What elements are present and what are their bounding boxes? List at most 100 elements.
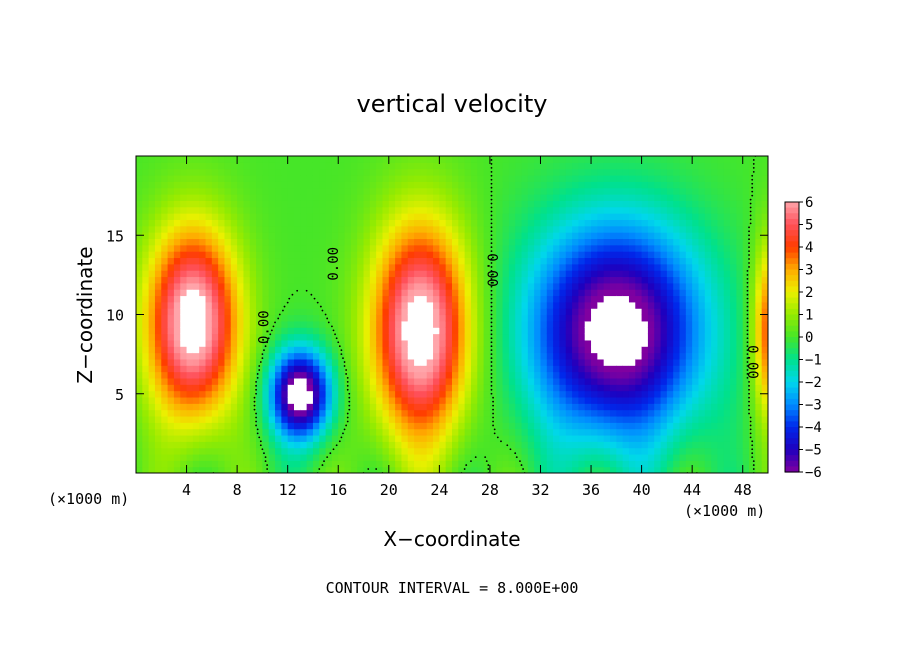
field-cell xyxy=(742,162,750,170)
field-cell xyxy=(376,460,384,468)
field-cell xyxy=(755,270,763,278)
field-cell xyxy=(331,295,339,303)
field-cell xyxy=(205,320,213,328)
field-cell xyxy=(275,263,282,271)
field-cell xyxy=(736,441,744,449)
field-cell xyxy=(433,453,440,461)
field-cell xyxy=(376,219,384,227)
field-cell xyxy=(477,162,485,170)
field-cell xyxy=(275,200,282,208)
field-cell xyxy=(173,327,181,335)
field-cell xyxy=(369,422,377,430)
field-cell xyxy=(268,434,276,442)
field-cell xyxy=(199,213,207,220)
field-cell xyxy=(142,244,150,252)
field-cell xyxy=(654,447,662,455)
field-cell xyxy=(540,460,548,468)
field-cell xyxy=(243,415,251,423)
field-cell xyxy=(704,263,712,271)
field-cell xyxy=(395,206,403,214)
field-cell xyxy=(249,384,257,392)
field-cell xyxy=(666,333,674,341)
field-cell xyxy=(281,194,289,201)
field-cell xyxy=(692,371,700,379)
field-cell xyxy=(211,225,219,233)
field-cell xyxy=(256,371,263,379)
field-cell xyxy=(205,460,213,468)
field-cell xyxy=(628,301,636,309)
field-cell xyxy=(445,447,453,455)
field-cell xyxy=(344,168,352,176)
field-cell xyxy=(388,168,396,176)
field-cell xyxy=(515,396,523,404)
field-cell xyxy=(616,257,624,265)
field-cell xyxy=(483,358,491,366)
field-cell xyxy=(376,352,384,360)
field-cell xyxy=(610,409,617,417)
field-cell xyxy=(142,181,150,189)
field-cell xyxy=(698,434,706,442)
field-cell xyxy=(376,327,384,335)
field-cell xyxy=(673,371,681,379)
field-cell xyxy=(742,181,750,189)
field-cell xyxy=(338,441,346,449)
field-cell xyxy=(616,441,624,449)
field-cell xyxy=(685,365,693,373)
field-cell xyxy=(211,434,219,442)
field-cell xyxy=(749,447,756,455)
field-cell xyxy=(230,308,238,316)
field-cell xyxy=(610,377,617,385)
field-cell xyxy=(698,244,706,252)
field-cell xyxy=(692,301,700,309)
field-cell xyxy=(553,225,561,233)
field-cell xyxy=(527,339,535,347)
field-cell xyxy=(717,352,725,360)
field-cell xyxy=(666,403,674,411)
field-cell xyxy=(521,194,529,201)
field-cell xyxy=(414,365,421,373)
field-cell xyxy=(237,232,245,240)
field-cell xyxy=(610,415,617,423)
field-cell xyxy=(483,377,491,385)
field-cell xyxy=(205,327,213,335)
field-cell xyxy=(755,251,763,259)
field-cell xyxy=(325,333,333,341)
field-cell xyxy=(622,156,630,163)
field-cell xyxy=(275,301,282,309)
field-cell xyxy=(268,453,276,461)
field-cell xyxy=(597,320,605,328)
field-cell xyxy=(717,257,725,265)
field-cell xyxy=(660,460,668,468)
field-cell xyxy=(635,295,643,303)
field-cell xyxy=(369,434,377,442)
field-cell xyxy=(224,156,232,163)
field-cell xyxy=(692,232,700,240)
field-cell xyxy=(610,460,617,468)
field-cell xyxy=(281,333,289,341)
field-cell xyxy=(136,175,143,182)
field-cell xyxy=(597,301,605,309)
field-cell xyxy=(692,346,700,354)
field-cell xyxy=(306,320,314,328)
field-cell xyxy=(312,232,320,240)
field-cell xyxy=(256,339,263,347)
field-cell xyxy=(496,396,504,404)
field-cell xyxy=(180,358,188,366)
field-cell xyxy=(173,390,181,398)
field-cell xyxy=(338,358,346,366)
field-cell xyxy=(616,327,624,335)
field-cell xyxy=(540,244,548,252)
field-cell xyxy=(717,276,725,284)
field-cell xyxy=(603,301,611,309)
field-cell xyxy=(331,441,339,449)
field-cell xyxy=(338,194,346,201)
field-cell xyxy=(306,384,314,392)
field-cell xyxy=(445,371,453,379)
field-cell xyxy=(464,384,472,392)
field-cell xyxy=(154,460,162,468)
field-cell xyxy=(527,466,535,473)
field-cell xyxy=(515,415,523,423)
field-cell xyxy=(268,415,276,423)
field-cell xyxy=(401,257,409,265)
field-cell xyxy=(161,263,169,271)
